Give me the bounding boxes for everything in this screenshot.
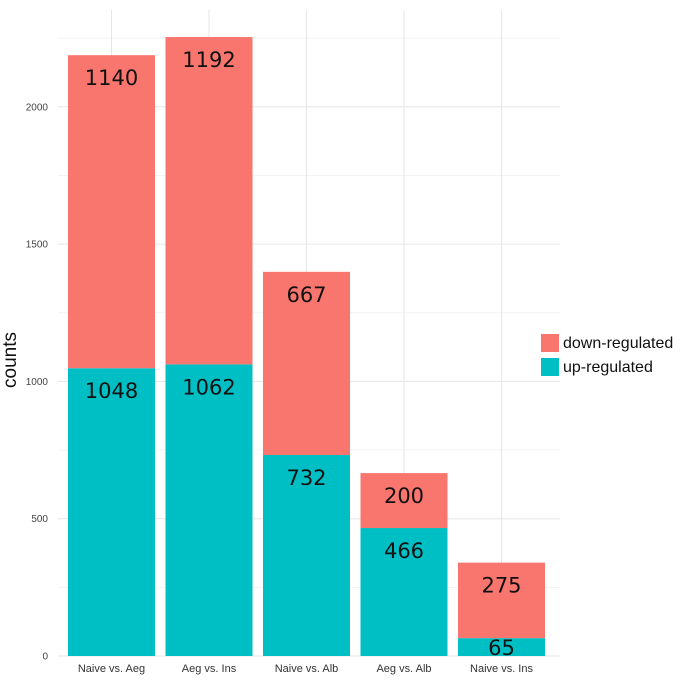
data-label-up-regulated: 1048 (85, 379, 138, 403)
bar-up-regulated (360, 528, 448, 656)
legend-swatch (541, 358, 559, 376)
y-tick-label: 2000 (26, 102, 49, 113)
data-label-down-regulated: 275 (481, 574, 521, 598)
bar-up-regulated (68, 368, 155, 656)
x-tick-label: Aeg vs. Ins (182, 663, 237, 675)
data-label-down-regulated: 1140 (85, 66, 138, 90)
bar-down-regulated (360, 473, 448, 529)
data-label-up-regulated: 732 (286, 466, 326, 490)
y-axis-tick-labels: 0 500 1000 1500 2000 (26, 102, 49, 662)
bar-down-regulated (165, 37, 253, 365)
bar-up-regulated (458, 638, 545, 656)
legend-swatch (541, 334, 559, 352)
legend: down-regulated up-regulated (541, 334, 673, 376)
bar-down-regulated (458, 562, 545, 639)
legend-label: down-regulated (563, 335, 673, 352)
x-tick-label: Naive vs. Aeg (78, 663, 145, 675)
data-label-down-regulated: 1192 (182, 48, 235, 72)
bar-up-regulated (165, 364, 253, 656)
data-label-up-regulated: 1062 (182, 375, 235, 399)
bar-down-regulated (68, 55, 155, 369)
y-axis-label: counts (0, 332, 21, 388)
x-tick-label: Aeg vs. Alb (376, 663, 431, 675)
y-tick-label: 1000 (26, 377, 49, 388)
x-axis-tick-labels: Naive vs. Aeg Aeg vs. Ins Naive vs. Alb Aeg… (78, 663, 534, 675)
data-label-up-regulated: 65 (488, 636, 515, 660)
data-label-down-regulated: 200 (384, 484, 424, 508)
y-tick-label: 0 (42, 652, 48, 663)
legend-label: up-regulated (563, 359, 653, 376)
bar-down-regulated (263, 271, 350, 455)
y-tick-label: 1500 (26, 240, 49, 251)
bars: 1140 1048 1192 1062 667 732 200 466 275 65 (68, 37, 545, 660)
data-label-up-regulated: 466 (384, 539, 424, 563)
data-label-down-regulated: 667 (286, 283, 326, 307)
x-tick-label: Naive vs. Ins (470, 663, 533, 675)
bar-up-regulated (263, 454, 350, 656)
y-tick-label: 500 (31, 514, 48, 525)
x-tick-label: Naive vs. Alb (275, 663, 339, 675)
